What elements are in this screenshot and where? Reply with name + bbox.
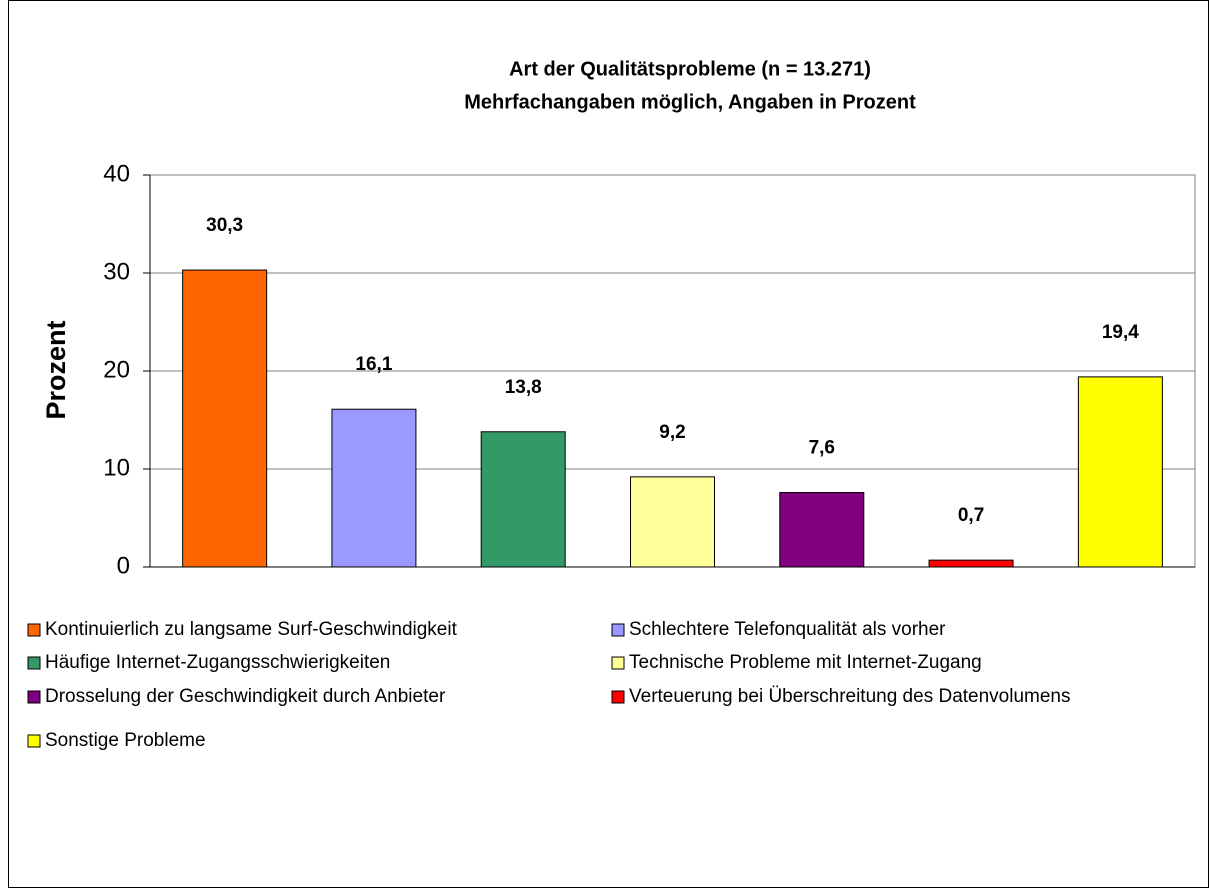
data-label: 0,7 — [958, 505, 984, 526]
y-tick-label: 40 — [103, 160, 130, 187]
chart-subtitle: Mehrfachangaben möglich, Angaben in Proz… — [464, 91, 916, 113]
legend-label: Drosselung der Geschwindigkeit durch Anb… — [45, 686, 446, 707]
legend-swatch — [27, 656, 41, 670]
legend-label: Häufige Internet-Zugangsschwierigkeiten — [45, 652, 390, 673]
legend-swatch — [611, 690, 625, 704]
y-tick-label: 20 — [103, 356, 130, 383]
y-tick-label: 30 — [103, 258, 130, 285]
legend-label: Sonstige Probleme — [45, 730, 206, 751]
legend-label: Verteuerung bei Überschreitung des Daten… — [629, 686, 1071, 707]
data-label: 16,1 — [355, 354, 392, 375]
legend-swatch — [611, 623, 625, 637]
bar — [480, 431, 566, 568]
y-axis-label: Prozent — [41, 320, 71, 419]
legend-label: Schlechtere Telefonqualität als vorher — [629, 619, 946, 640]
bar — [779, 492, 865, 568]
legend-swatch — [27, 690, 41, 704]
y-tick-label: 0 — [117, 552, 130, 579]
legend-swatch — [611, 656, 625, 670]
data-label: 7,6 — [809, 438, 835, 459]
bar — [331, 408, 417, 568]
data-label: 30,3 — [206, 215, 243, 236]
bar — [182, 269, 268, 568]
data-label: 19,4 — [1102, 322, 1139, 343]
bar — [928, 559, 1014, 568]
bar — [1077, 376, 1163, 568]
legend-swatch — [27, 623, 41, 637]
legend-label: Technische Probleme mit Internet-Zugang — [629, 652, 982, 673]
legend-label: Kontinuierlich zu langsame Surf-Geschwin… — [45, 619, 458, 640]
legend-swatch — [27, 734, 41, 748]
y-tick-label: 10 — [103, 454, 130, 481]
bar — [630, 476, 715, 568]
chart-title: Art der Qualitätsprobleme (n = 13.271) — [509, 58, 871, 80]
data-label: 13,8 — [505, 377, 542, 398]
data-label: 9,2 — [659, 422, 685, 443]
